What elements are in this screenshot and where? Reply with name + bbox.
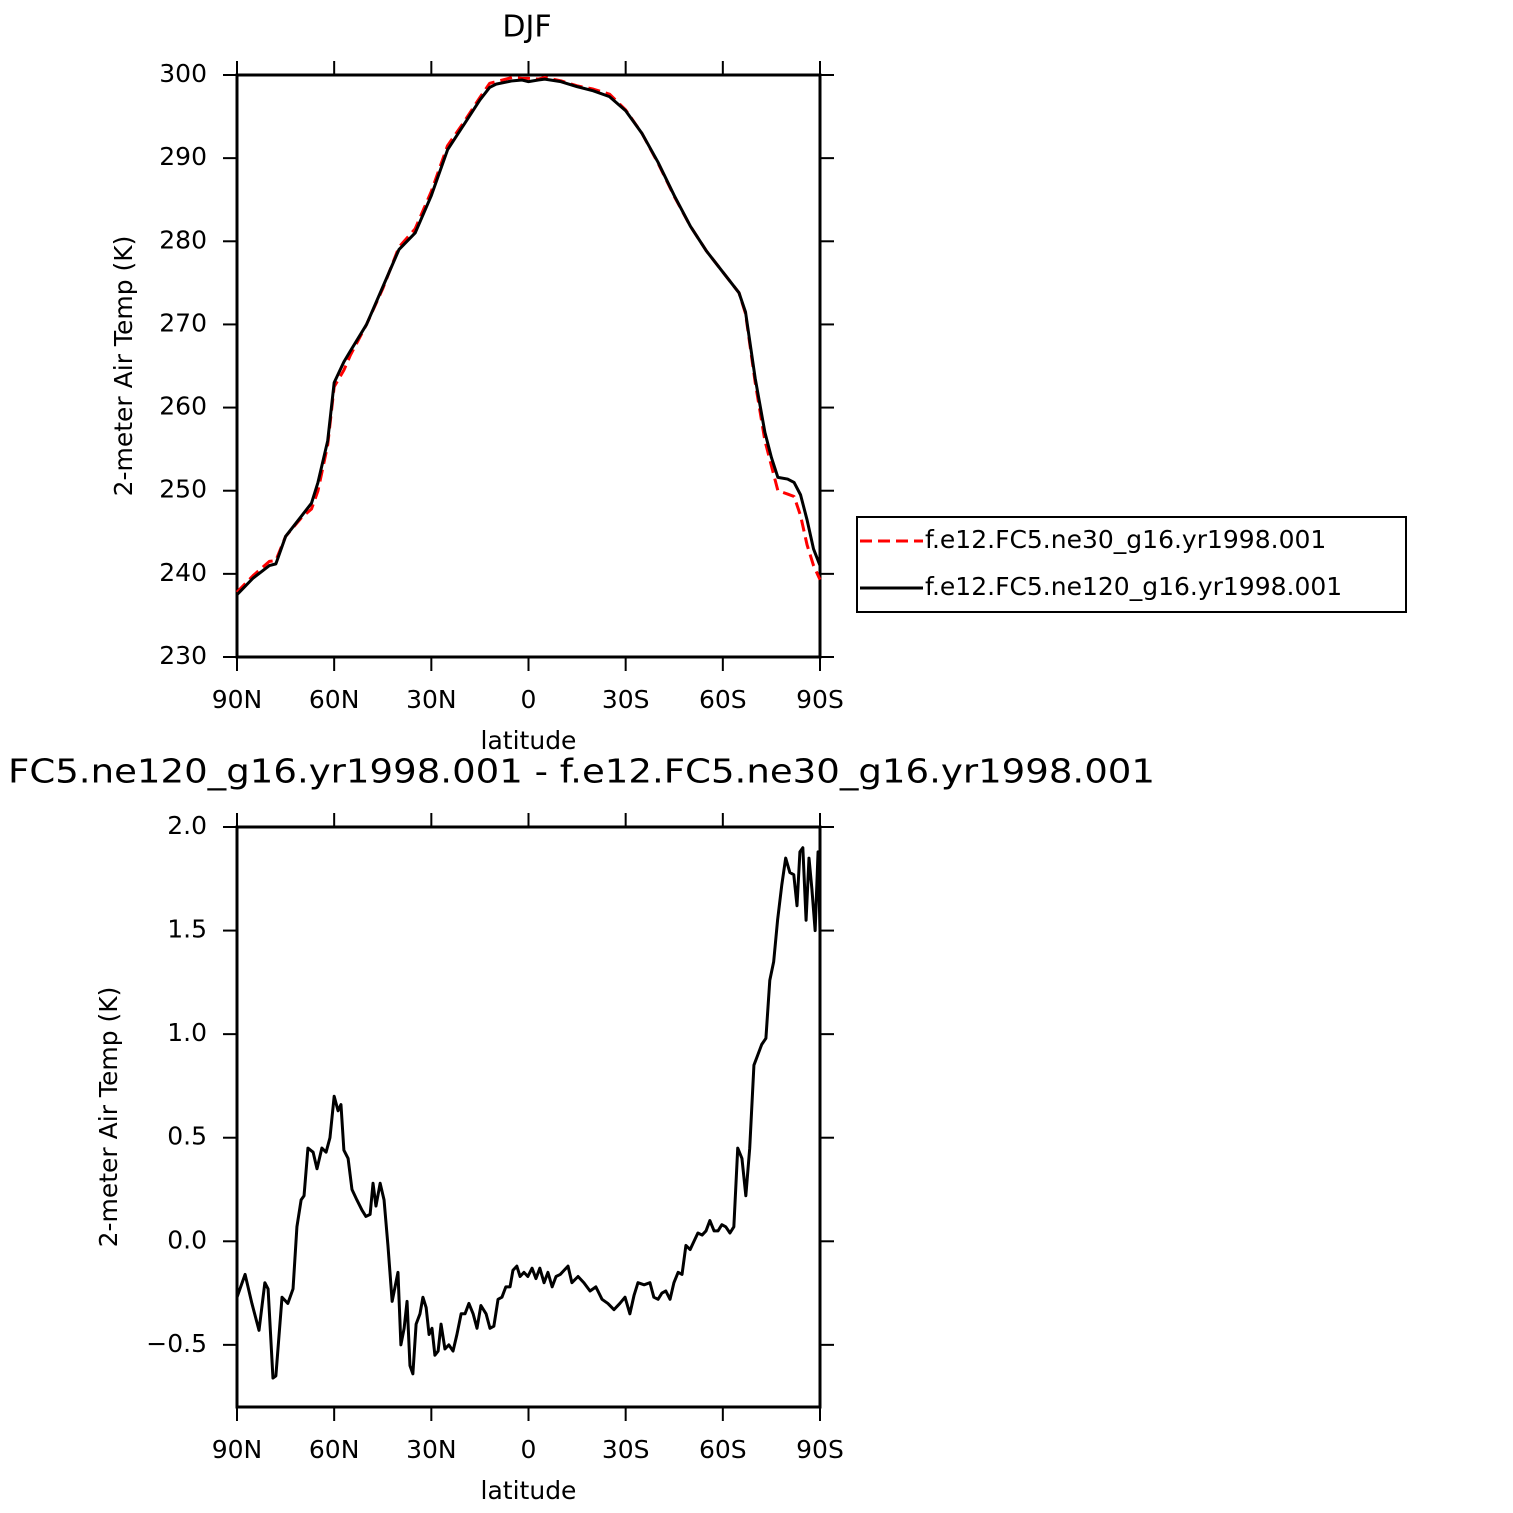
y-tick-label: 280 <box>159 225 207 254</box>
legend-label: f.e12.FC5.ne120_g16.yr1998.001 <box>925 572 1342 601</box>
x-tick-label: 30S <box>602 1435 650 1464</box>
y-axis-label: 2-meter Air Temp (K) <box>109 236 138 497</box>
y-axis-label: 2-meter Air Temp (K) <box>94 987 123 1248</box>
y-tick-label: 260 <box>159 392 207 421</box>
x-tick-label: 0 <box>521 685 537 714</box>
data-line <box>235 75 822 594</box>
y-tick-label: 0.5 <box>167 1122 207 1151</box>
x-tick-label: 0 <box>521 1435 537 1464</box>
x-tick-label: 30S <box>602 685 650 714</box>
y-tick-label: 240 <box>159 558 207 587</box>
x-tick-label: 90N <box>212 1435 263 1464</box>
legend: f.e12.FC5.ne30_g16.yr1998.001 f.e12.FC5.n… <box>856 516 1407 613</box>
x-tick-label: 60N <box>309 1435 360 1464</box>
x-tick-label: 90N <box>212 685 263 714</box>
plot-frame <box>235 73 822 659</box>
y-tick-label: 230 <box>159 641 207 670</box>
chart-title: FC5.ne120_g16.yr1998.001 - f.e12.FC5.ne3… <box>8 752 1155 791</box>
legend-box <box>856 516 1407 613</box>
x-axis-label: latitude <box>481 726 577 755</box>
x-tick-label: 30N <box>406 685 457 714</box>
x-tick-label: 60S <box>699 1435 747 1464</box>
y-tick-label: 270 <box>159 308 207 337</box>
data-line <box>235 846 822 1380</box>
y-tick-label: −0.5 <box>146 1329 207 1358</box>
y-tick-label: 290 <box>159 142 207 171</box>
x-tick-label: 90S <box>796 1435 844 1464</box>
y-tick-label: 2.0 <box>167 811 207 840</box>
x-tick-label: 90S <box>796 685 844 714</box>
y-tick-label: 0.0 <box>167 1225 207 1254</box>
x-tick-label: 30N <box>406 1435 457 1464</box>
y-tick-label: 1.5 <box>167 915 207 944</box>
x-tick-label: 60N <box>309 685 360 714</box>
chart-title: DJF <box>502 10 551 45</box>
y-tick-label: 300 <box>159 59 207 88</box>
x-axis-label: latitude <box>481 1476 577 1505</box>
plot-frame <box>235 825 822 1409</box>
data-line <box>235 77 822 596</box>
y-tick-label: 1.0 <box>167 1018 207 1047</box>
legend-label: f.e12.FC5.ne30_g16.yr1998.001 <box>925 525 1326 554</box>
x-tick-label: 60S <box>699 685 747 714</box>
y-tick-label: 250 <box>159 475 207 504</box>
